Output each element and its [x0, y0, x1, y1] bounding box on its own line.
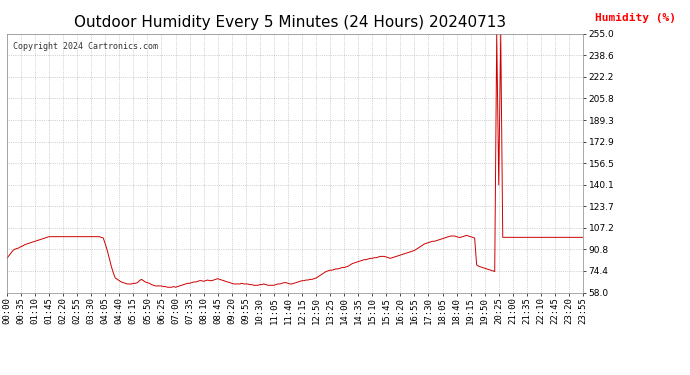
Text: Humidity (%): Humidity (%): [595, 13, 676, 23]
Text: Copyright 2024 Cartronics.com: Copyright 2024 Cartronics.com: [12, 42, 157, 51]
Text: Outdoor Humidity Every 5 Minutes (24 Hours) 20240713: Outdoor Humidity Every 5 Minutes (24 Hou…: [74, 15, 506, 30]
